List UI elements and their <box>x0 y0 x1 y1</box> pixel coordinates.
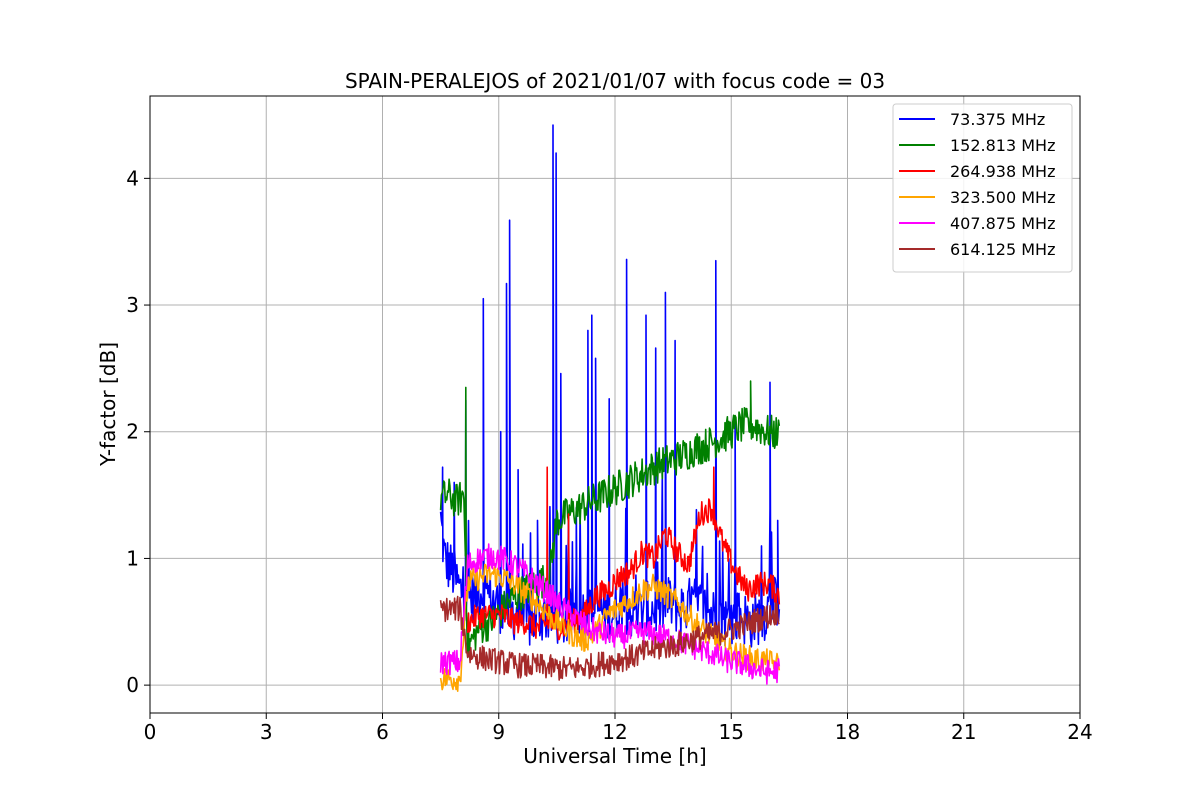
legend-box <box>892 103 1073 273</box>
legend: 73.375 MHz 152.813 MHz 264.938 MHz 323.500 … <box>892 103 1073 273</box>
series-line-264-938-mhz <box>466 466 781 641</box>
x-tick-label: 12 <box>602 720 627 744</box>
chart-title: SPAIN-PERALEJOS of 2021/01/07 with focus… <box>345 69 885 93</box>
x-tick-label: 6 <box>376 720 389 744</box>
legend-label-323-500-mhz: 323.500 MHz <box>950 188 1055 207</box>
x-tick-label: 18 <box>835 720 860 744</box>
x-tick-label: 15 <box>719 720 744 744</box>
x-axis-label: Universal Time [h] <box>523 744 706 768</box>
series-line-323-500-mhz <box>439 563 781 692</box>
y-tick-label: 4 <box>126 166 139 190</box>
series-layer <box>439 124 781 692</box>
x-tick-label: 24 <box>1067 720 1092 744</box>
y-axis-label: Y-factor [dB] <box>96 342 120 467</box>
legend-label-73-375-mhz: 73.375 MHz <box>950 110 1045 129</box>
x-tick-label: 0 <box>144 720 157 744</box>
x-tick-label: 3 <box>260 720 273 744</box>
x-tick-label: 21 <box>951 720 976 744</box>
legend-label-614-125-mhz: 614.125 MHz <box>950 240 1055 259</box>
legend-label-407-875-mhz: 407.875 MHz <box>950 214 1055 233</box>
y-tick-label: 1 <box>126 546 139 570</box>
grid <box>149 96 1081 713</box>
series-line-614-125-mhz <box>439 595 780 681</box>
y-tick-label: 2 <box>126 420 139 444</box>
y-tick-label: 0 <box>126 673 139 697</box>
y-tick-label: 3 <box>126 293 139 317</box>
series-line-152-813-mhz <box>439 380 781 659</box>
x-tick-label: 9 <box>492 720 505 744</box>
legend-label-152-813-mhz: 152.813 MHz <box>950 136 1055 155</box>
series-line-407-875-mhz <box>439 543 781 685</box>
legend-label-264-938-mhz: 264.938 MHz <box>950 162 1055 181</box>
